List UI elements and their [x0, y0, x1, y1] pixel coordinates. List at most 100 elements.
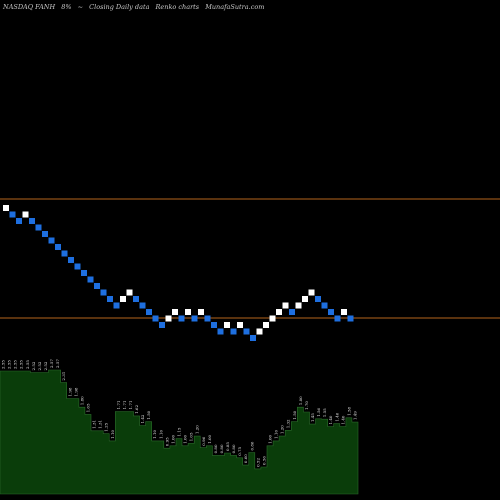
renko-brick-down — [42, 231, 48, 237]
volume-value-label: 1.50 — [146, 410, 151, 419]
volume-value-label: 1.05 — [189, 432, 194, 441]
volume-value-label: 1.15 — [177, 427, 182, 436]
renko-brick-down — [61, 250, 68, 257]
volume-value-label: 1.62 — [134, 405, 139, 414]
volume-value-label: 1.20 — [195, 425, 200, 434]
volume-value-label: 1.00 — [207, 434, 212, 443]
renko-brick-up — [276, 309, 282, 315]
renko-brick-down — [35, 224, 42, 231]
volume-value-label: 0.86 — [249, 441, 254, 450]
volume-value-label: 1.31 — [92, 420, 97, 429]
volume-value-label: 2.52 — [43, 361, 48, 370]
volume-value-label: 0.85 — [225, 442, 230, 451]
volume-value-label: 1.71 — [116, 401, 121, 410]
renko-brick-down — [321, 302, 328, 309]
renko-brick-up — [224, 322, 230, 328]
renko-brick-down — [16, 218, 22, 224]
volume-value-label: 1.00 — [183, 434, 188, 443]
volume-value-label: 1.58 — [346, 406, 351, 415]
renko-brick-down — [178, 315, 185, 322]
volume-value-label: 1.56 — [316, 407, 321, 416]
renko-brick-up — [172, 309, 178, 315]
volume-value-label: 1.80 — [79, 396, 84, 405]
volume-value-label: 2.55 — [13, 360, 18, 369]
volume-value-label: 1.40 — [328, 415, 333, 424]
volume-value-label: 1.50 — [292, 410, 297, 419]
volume-value-label: 0.95 — [164, 437, 169, 446]
volume-value-label: 1.20 — [280, 425, 285, 434]
volume-value-label: 0.80 — [213, 444, 218, 453]
renko-brick-down — [315, 296, 321, 302]
renko-brick-down — [159, 322, 165, 328]
renko-brick-down — [55, 244, 61, 250]
description-label: Closing Daily data — [89, 3, 150, 11]
renko-brick-down — [100, 289, 107, 296]
change-label: 8% — [61, 3, 72, 11]
volume-value-label: 1.71 — [122, 401, 127, 410]
chart-header: NASDAQ FANH 8% ~ Closing Daily data Renk… — [3, 3, 268, 11]
volume-area — [0, 369, 359, 495]
volume-value-label: 1.25 — [104, 422, 109, 431]
renko-brick-up — [22, 211, 29, 218]
renko-brick-up — [165, 315, 172, 322]
renko-brick-up — [302, 296, 308, 302]
volume-value-label: 1.46 — [334, 412, 339, 421]
volume-value-label: 0.75 — [237, 446, 242, 455]
renko-brick-down — [334, 315, 341, 322]
renko-brick-down — [107, 296, 113, 302]
volume-value-label: 1.65 — [86, 403, 91, 412]
volume-value-label: 2.52 — [37, 361, 42, 370]
renko-brick-down — [230, 328, 237, 335]
renko-brick-down — [9, 211, 16, 218]
volume-value-label: 1.80 — [298, 396, 303, 405]
renko-brick-up — [120, 296, 126, 302]
renko-brick-down — [328, 309, 334, 315]
volume-value-label: 1.31 — [98, 420, 103, 429]
volume-value-label: 1.42 — [140, 414, 145, 423]
renko-brick-up — [3, 205, 9, 211]
volume-value-label: 1.70 — [304, 401, 309, 410]
renko-brick-up — [269, 315, 276, 322]
volume-value-label: 0.80 — [231, 444, 236, 453]
renko-brick-up — [282, 302, 289, 309]
renko-brick-up — [263, 322, 269, 328]
renko-brick-down — [217, 328, 224, 335]
volume-value-label: 1.98 — [67, 387, 72, 396]
volume-value-label: 1.00 — [170, 434, 175, 443]
renko-brick-up — [126, 289, 133, 296]
renko-brick-down — [191, 315, 198, 322]
renko-brick-down — [29, 218, 35, 224]
volume-value-label: 1.71 — [128, 401, 133, 410]
renko-brick-down — [81, 270, 87, 276]
renko-brick-down — [204, 315, 211, 322]
volume-value-label: 0.96 — [201, 436, 206, 445]
renko-brick-down — [152, 315, 159, 322]
volume-value-label: 1.00 — [268, 434, 273, 443]
renko-brick-down — [347, 315, 354, 322]
volume-value-label: 2.57 — [55, 359, 60, 368]
chart-kind-label: Renko charts — [155, 3, 200, 11]
volume-value-label: 1.10 — [152, 430, 157, 439]
renko-brick-up — [237, 322, 243, 328]
volume-value-label: 0.60 — [243, 454, 248, 463]
volume-value-label: 2.52 — [31, 361, 36, 370]
renko-brick-down — [250, 335, 256, 341]
renko-brick-up — [308, 289, 315, 296]
volume-value-label: 0.52 — [255, 458, 260, 467]
renko-brick-down — [87, 276, 94, 283]
volume-value-label: 1.32 — [286, 419, 291, 428]
renko-brick-down — [139, 302, 146, 309]
site-label: MunafaSutra.com — [205, 3, 265, 11]
renko-brick-down — [48, 237, 55, 244]
renko-brick-down — [289, 309, 295, 315]
renko-brick-down — [113, 302, 120, 309]
renko-brick-up — [295, 302, 302, 309]
volume-value-label: 2.31 — [61, 372, 66, 381]
volume-value-label: 2.55 — [1, 360, 6, 369]
volume-value-label: 1.10 — [110, 430, 115, 439]
volume-value-label: 1.10 — [158, 430, 163, 439]
renko-brick-down — [133, 296, 139, 302]
symbol-label: NASDAQ FANH — [3, 3, 56, 11]
renko-brick-down — [146, 309, 152, 315]
